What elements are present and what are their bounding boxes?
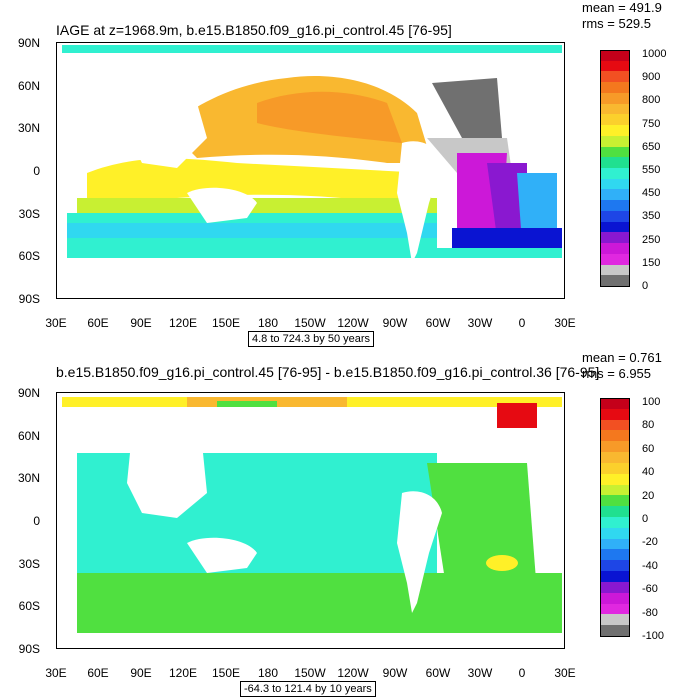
lat-label: 30N <box>17 471 40 485</box>
lon-label: 60W <box>425 666 451 680</box>
colorbar-label: 100 <box>642 396 661 408</box>
lat-label: 90S <box>18 642 40 656</box>
lon-label: 30E <box>45 666 67 680</box>
lon-label: 120W <box>337 666 369 680</box>
colorbar-label: 800 <box>642 94 661 107</box>
colorbar-swatch <box>600 275 630 287</box>
mean-label: mean = 0.761 <box>582 350 662 365</box>
lon-label: 150E <box>211 666 241 680</box>
colorbar-label: 550 <box>642 164 661 176</box>
lon-label: 90E <box>130 666 152 680</box>
lat-label: 60N <box>17 429 40 443</box>
colorbar-label: 150 <box>642 256 661 269</box>
rms-label: rms = 6.955 <box>582 366 652 381</box>
colorbar-label: 350 <box>642 210 661 223</box>
lon-label: 180 <box>257 316 279 330</box>
lat-label: 90S <box>18 292 40 306</box>
lat-label: 90N <box>17 386 40 400</box>
lat-label: 0 <box>33 514 40 528</box>
colorbar-label: -60 <box>642 583 658 596</box>
lat-label: 30N <box>17 121 40 135</box>
colorbar-label: 450 <box>642 187 661 200</box>
panel-title: IAGE at z=1968.9m, b.e15.B1850.f09_g16.p… <box>56 22 452 38</box>
lat-label: 60S <box>18 599 40 613</box>
lon-label: 30E <box>554 316 576 330</box>
lon-label: 150W <box>294 666 326 680</box>
lon-label: 0 <box>518 316 526 330</box>
lon-label: 150E <box>211 316 241 330</box>
mean-label: mean = 491.9 <box>582 0 662 15</box>
colorbar-label: -80 <box>642 606 658 619</box>
lon-label: 30E <box>554 666 576 680</box>
map-field <box>57 43 564 298</box>
map-plot <box>56 42 565 299</box>
lon-label: 30W <box>467 316 493 330</box>
colorbar-label: 1000 <box>642 48 667 60</box>
colorbar-label: 650 <box>642 140 661 153</box>
colorbar <box>600 398 630 637</box>
map-plot <box>56 392 565 649</box>
lon-label: 150W <box>294 316 326 330</box>
lon-label: 60W <box>425 316 451 330</box>
lon-label: 120E <box>168 316 198 330</box>
colorbar-label: 0 <box>642 280 649 292</box>
lat-label: 30S <box>18 207 40 221</box>
colorbar-label: 250 <box>642 233 661 246</box>
lat-label: 30S <box>18 557 40 571</box>
lat-label: 0 <box>33 164 40 178</box>
colorbar-label: 60 <box>642 442 655 455</box>
map-panel-iage: IAGE at z=1968.9m, b.e15.B1850.f09_g16.p… <box>17 0 667 347</box>
lon-label: 180 <box>257 666 279 680</box>
lon-label: 90E <box>130 316 152 330</box>
contour-range-label: -64.3 to 121.4 by 10 years <box>240 681 376 697</box>
lon-label: 0 <box>518 666 526 680</box>
colorbar-label: 80 <box>642 419 655 432</box>
colorbar-label: 40 <box>642 466 655 479</box>
rms-label: rms = 529.5 <box>582 16 652 31</box>
colorbar-label: 900 <box>642 71 661 84</box>
lat-label: 60S <box>18 249 40 263</box>
colorbar-label: 20 <box>642 489 655 502</box>
lon-label: 120W <box>337 316 369 330</box>
lat-label: 60N <box>17 79 40 93</box>
lon-label: 120E <box>168 666 198 680</box>
colorbar-label: 750 <box>642 117 661 130</box>
colorbar <box>600 50 630 287</box>
contour-range-label: 4.8 to 724.3 by 50 years <box>248 331 375 347</box>
colorbar-label: -100 <box>642 630 665 642</box>
colorbar-label: -20 <box>642 536 658 549</box>
map-panel-difference: b.e15.B1850.f09_g16.pi_control.45 [76-95… <box>0 350 700 700</box>
colorbar-swatch <box>600 625 630 637</box>
lon-label: 90W <box>382 666 408 680</box>
colorbar-label: -40 <box>642 559 658 572</box>
panel-title: b.e15.B1850.f09_g16.pi_control.45 [76-95… <box>56 364 600 380</box>
lon-label: 90W <box>382 316 408 330</box>
colorbar-label: 0 <box>642 513 649 525</box>
map-field <box>57 393 564 648</box>
lat-label: 90N <box>17 36 40 50</box>
lon-label: 60E <box>87 316 109 330</box>
lon-label: 30E <box>45 316 67 330</box>
lon-label: 60E <box>87 666 109 680</box>
lon-label: 30W <box>467 666 493 680</box>
